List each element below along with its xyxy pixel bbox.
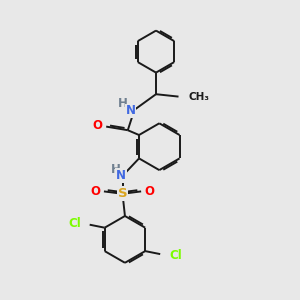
Text: S: S bbox=[118, 187, 127, 200]
Text: Cl: Cl bbox=[169, 249, 182, 262]
Text: N: N bbox=[116, 169, 126, 182]
Text: O: O bbox=[93, 118, 103, 132]
Text: H: H bbox=[118, 97, 128, 110]
Text: O: O bbox=[145, 185, 154, 198]
Text: N: N bbox=[125, 104, 136, 118]
Text: H: H bbox=[111, 163, 121, 176]
Text: Cl: Cl bbox=[68, 217, 81, 230]
Text: O: O bbox=[91, 185, 100, 198]
Text: CH₃: CH₃ bbox=[188, 92, 209, 102]
